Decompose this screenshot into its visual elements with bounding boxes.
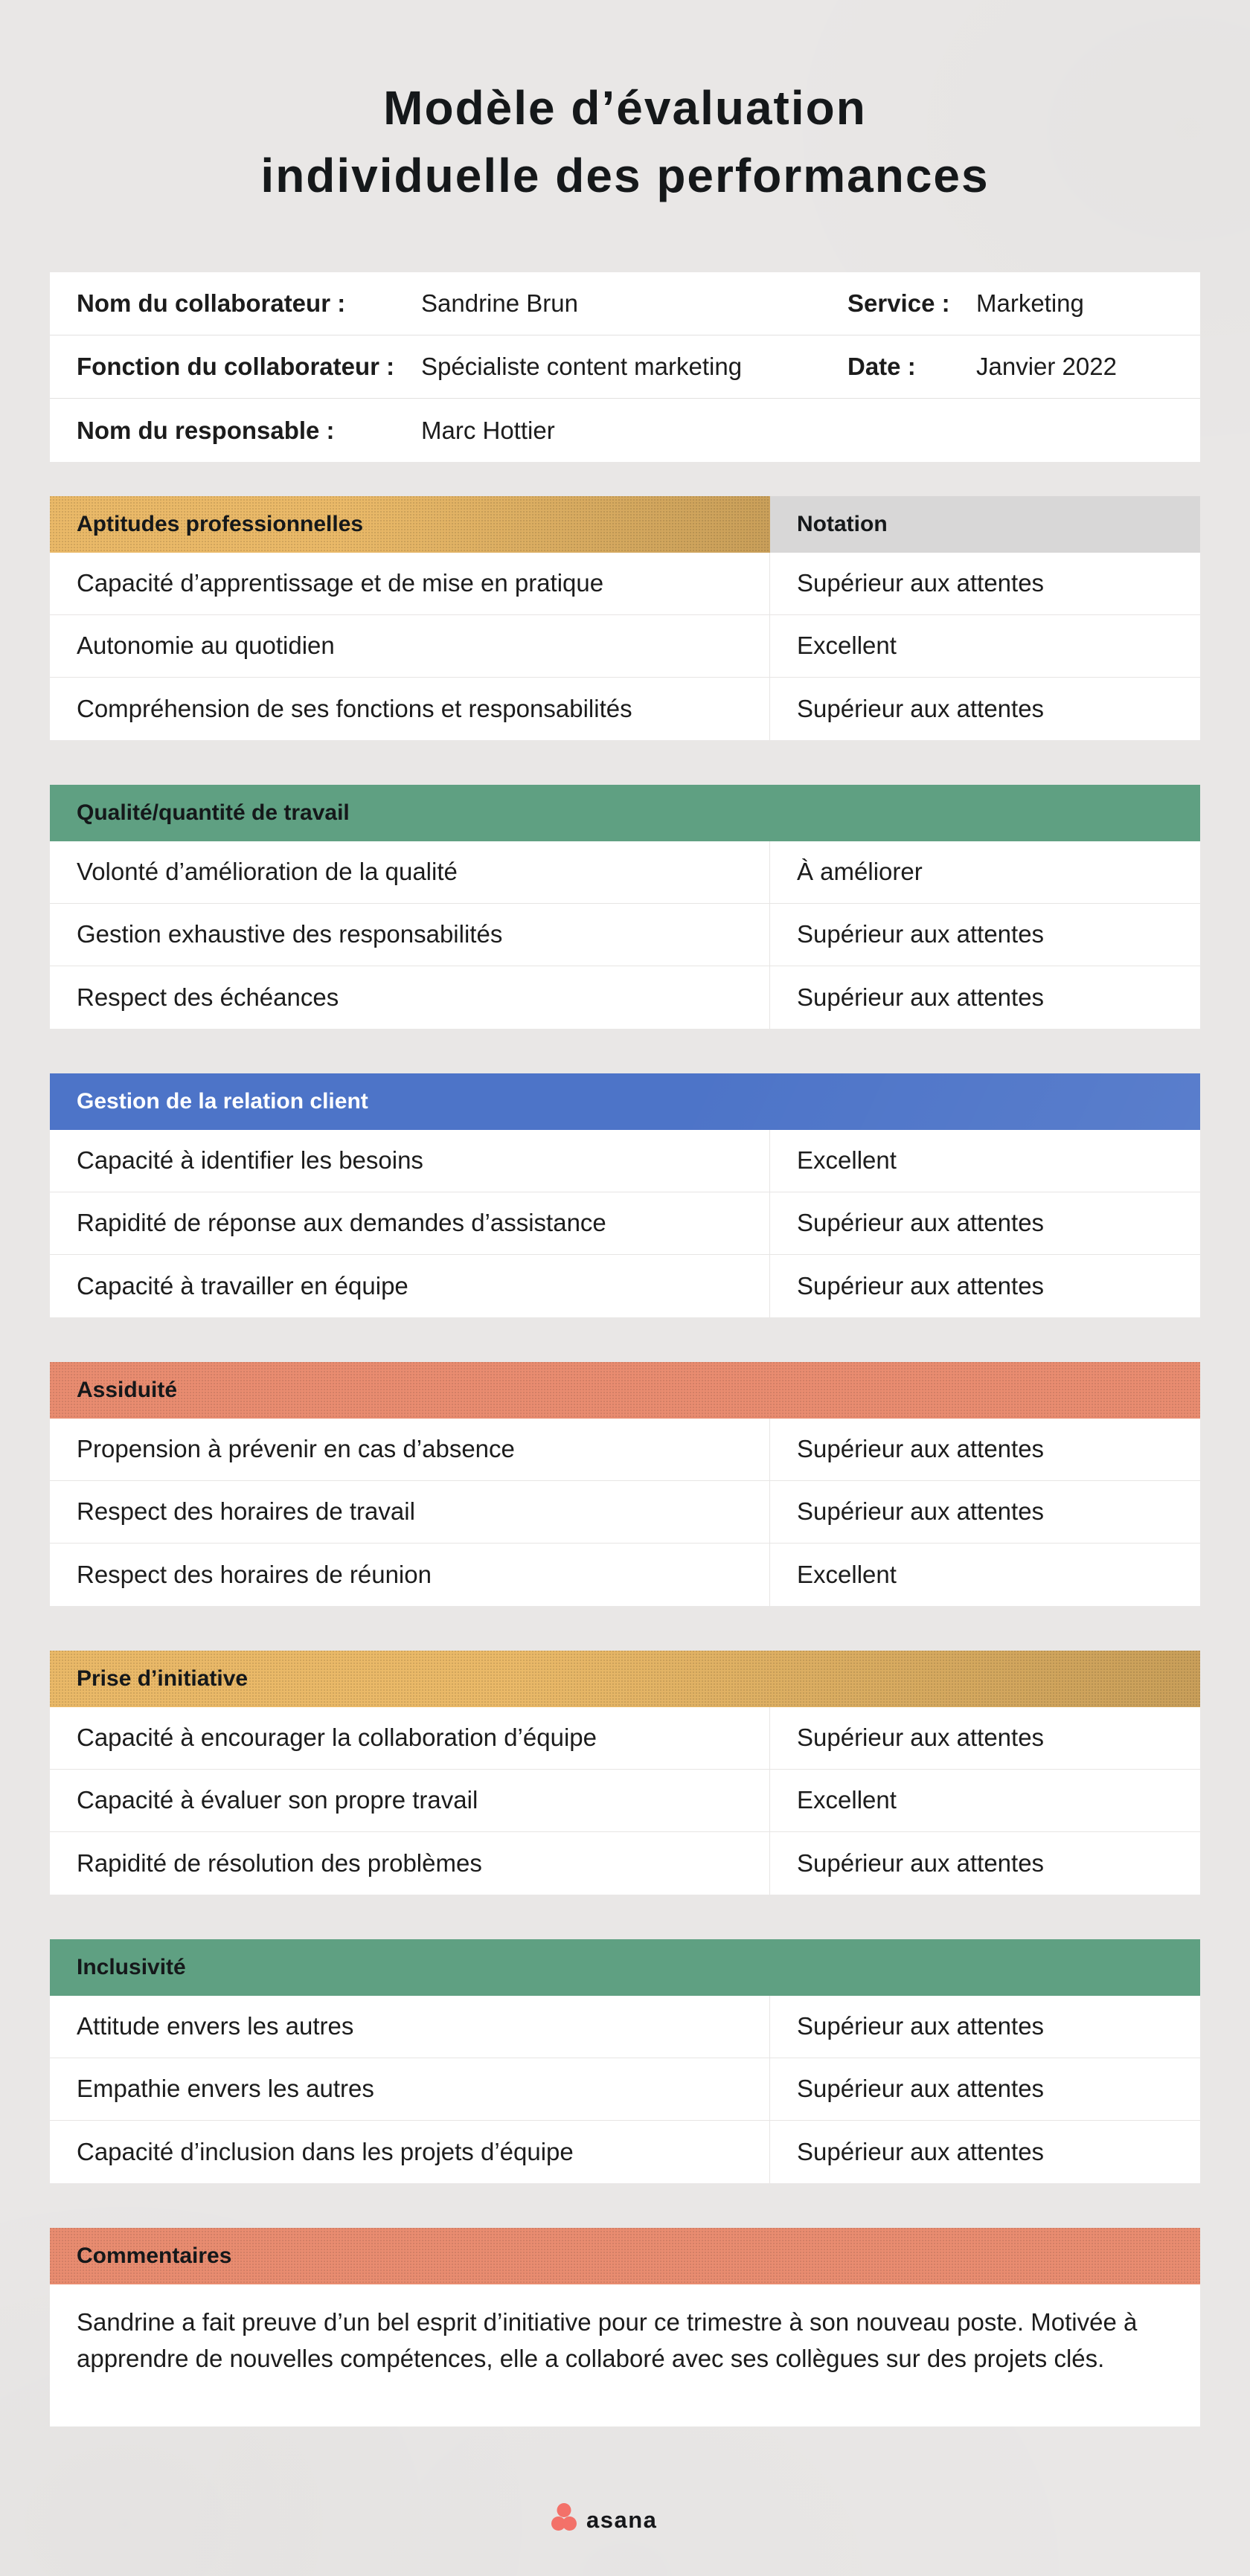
svg-text:asana: asana (586, 2507, 657, 2532)
